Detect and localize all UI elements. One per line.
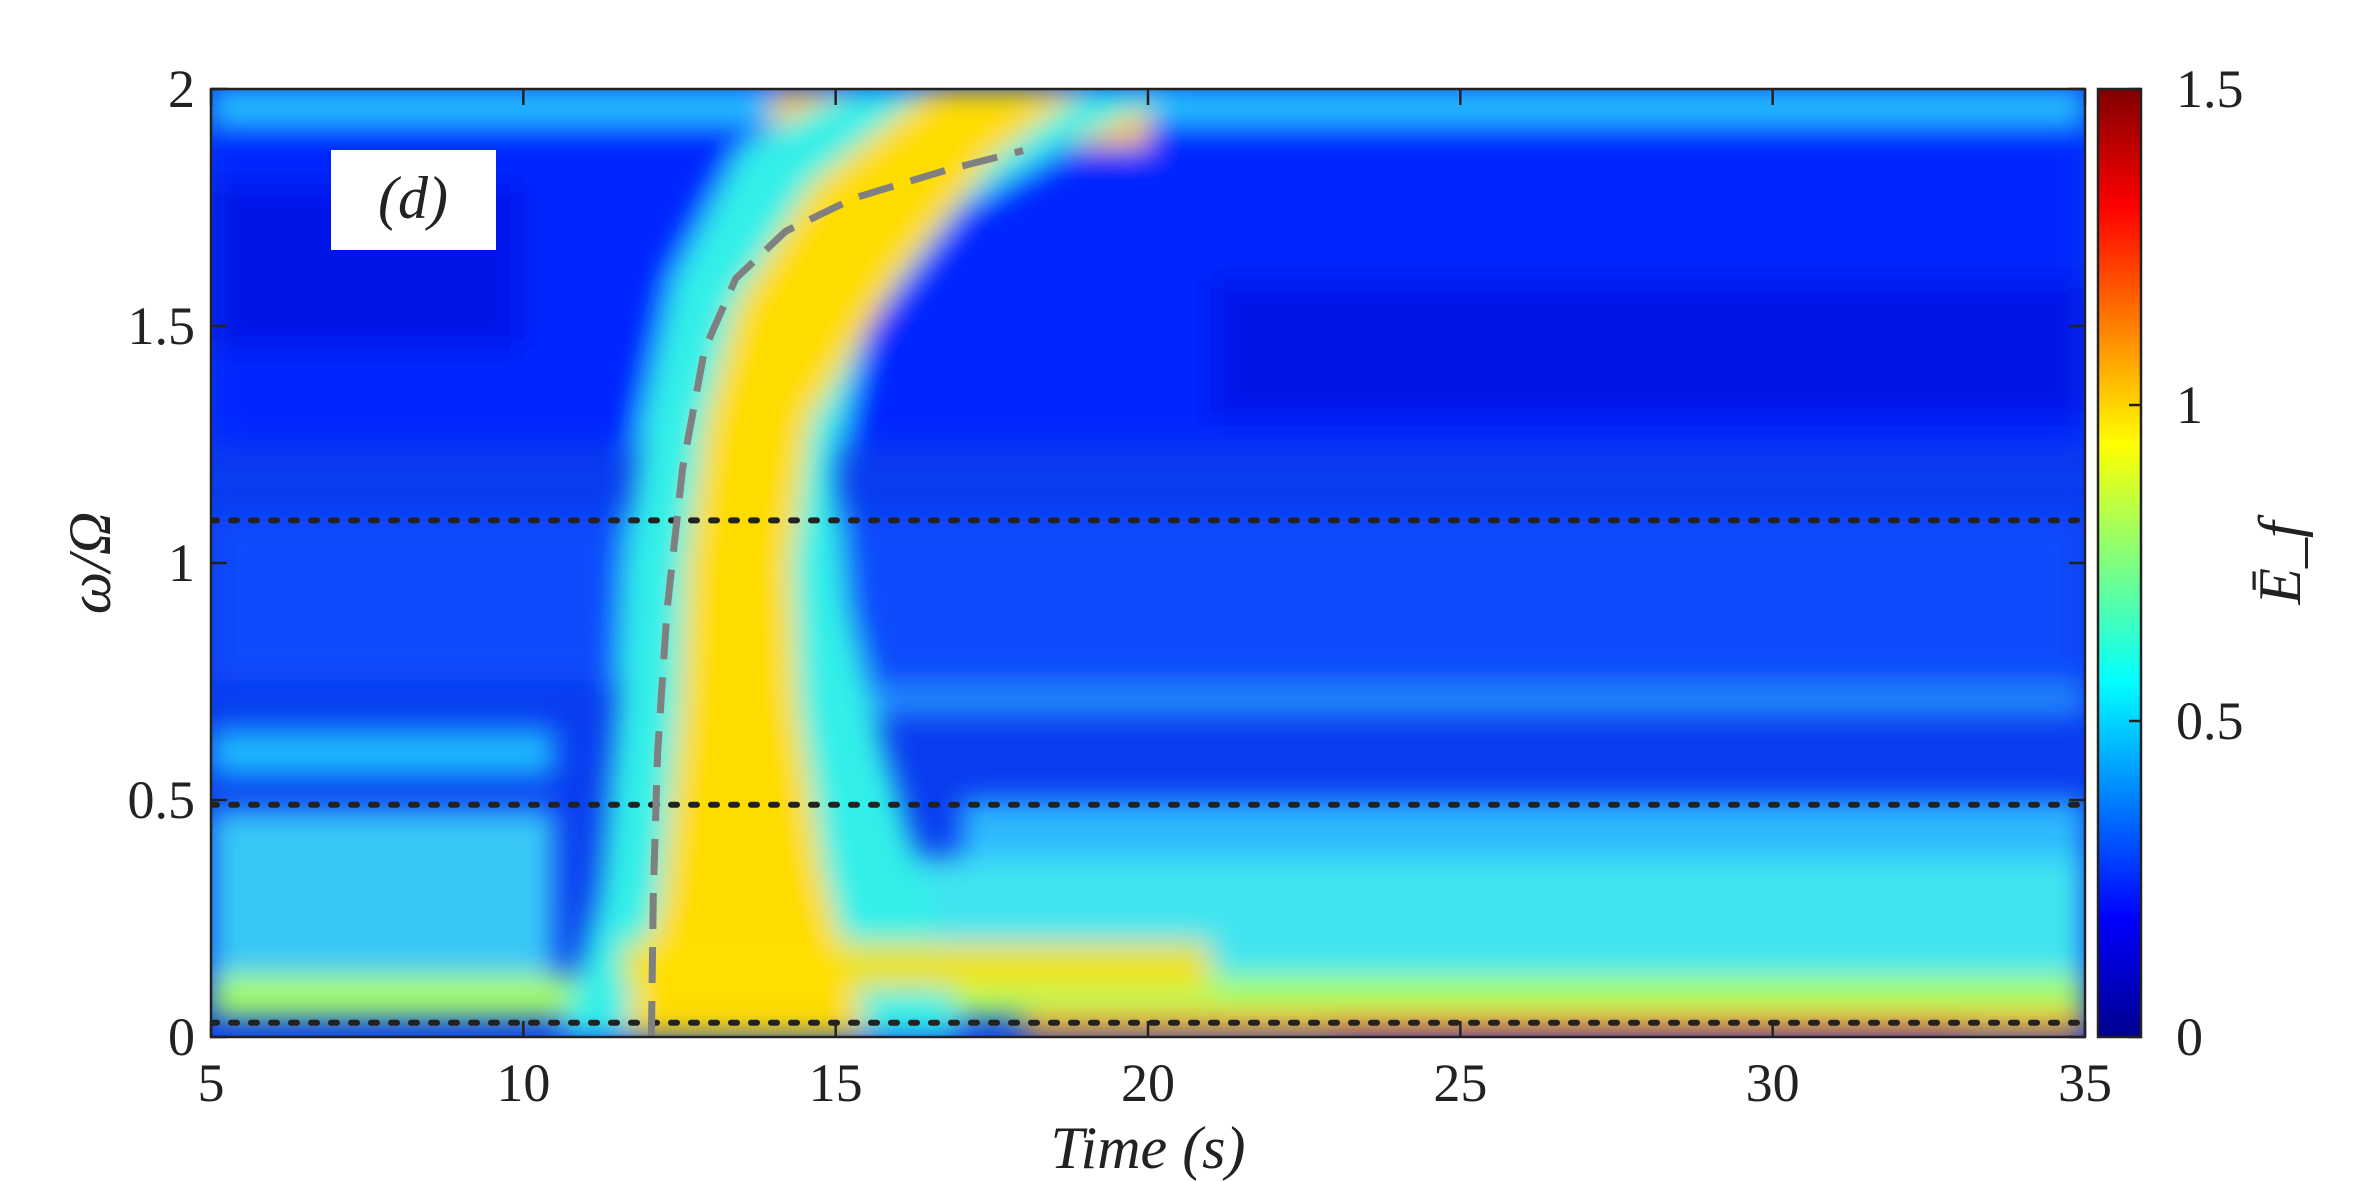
- x-axis-label: Time (s): [1051, 1115, 1246, 1181]
- y-tick-label: 2: [168, 59, 195, 119]
- x-axis-ticks: 5 10 15 20 25 30 35: [198, 89, 2112, 1113]
- x-tick-label: 30: [1746, 1053, 1800, 1113]
- colorbar-ticks: 0 0.5 1 1.5: [2129, 59, 2244, 1067]
- x-tick-label: 35: [2058, 1053, 2112, 1113]
- x-tick-label: 10: [496, 1053, 550, 1113]
- panel-label-box: (d): [331, 150, 496, 250]
- y-axis-ticks: 0 0.5 1 1.5 2: [128, 59, 2085, 1067]
- colorbar-tick-label: 1: [2176, 375, 2203, 435]
- x-tick-label: 15: [809, 1053, 863, 1113]
- y-tick-label: 1.5: [128, 296, 196, 356]
- y-tick-label: 0.5: [128, 770, 196, 830]
- dashed-curve: [647, 147, 1024, 1038]
- spectrogram-heatmap: [211, 89, 2085, 1037]
- panel-label: (d): [378, 165, 448, 231]
- colorbar-tick-label: 0.5: [2176, 691, 2244, 751]
- y-tick-label: 0: [168, 1007, 195, 1067]
- x-tick-label: 20: [1121, 1053, 1175, 1113]
- colorbar-tick-label: 0: [2176, 1007, 2203, 1067]
- x-tick-label: 5: [198, 1053, 225, 1113]
- x-tick-label: 25: [1433, 1053, 1487, 1113]
- colorbar-tick-label: 1.5: [2176, 59, 2244, 119]
- y-axis-label: ω/Ω: [57, 512, 123, 614]
- colorbar-label: Ē_f: [2247, 514, 2313, 606]
- y-tick-label: 1: [168, 533, 195, 593]
- colorbar: 0 0.5 1 1.5 Ē_f: [2096, 59, 2313, 1067]
